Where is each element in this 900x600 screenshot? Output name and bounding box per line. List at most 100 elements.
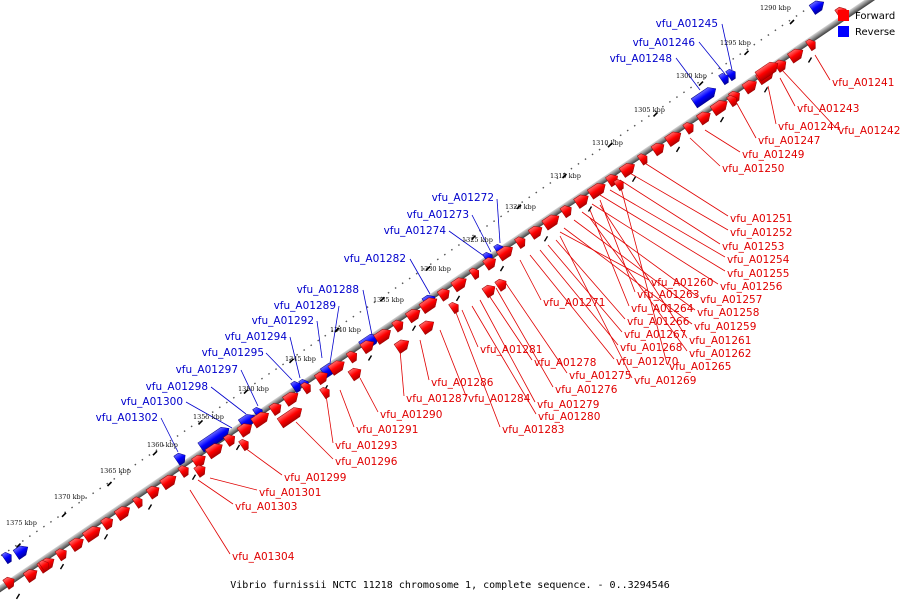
tick-mark [152, 450, 158, 456]
tick-mark [147, 504, 153, 510]
forward-gene-feature [573, 194, 589, 209]
leader-line [619, 183, 668, 365]
tick-mark [334, 327, 340, 333]
tick-mark [191, 474, 197, 481]
gene-labels: vfu_A01245 vfu_A01246 vfu_A01248 vfu_A01272… [96, 18, 900, 563]
reverse-gene-feature [718, 72, 729, 86]
leader-line [359, 377, 379, 413]
forward-gene-feature [276, 407, 303, 429]
forward-gene-feature [650, 142, 665, 157]
gene-label: vfu_A01244 [778, 121, 841, 133]
gene-label: vfu_A01272 [432, 192, 494, 204]
gene-label: vfu_A01276 [555, 384, 618, 396]
forward-gene-feature [268, 402, 282, 416]
forward-gene-feature [22, 569, 38, 583]
forward-gene-feature [618, 163, 635, 178]
tick-mark [379, 296, 386, 302]
gene-label: vfu_A01274 [384, 225, 447, 237]
gene-label: vfu_A01298 [146, 381, 208, 393]
leader-line [329, 305, 340, 364]
gene-label: vfu_A01289 [274, 300, 336, 312]
gene-label: vfu_A01282 [344, 253, 406, 265]
gene-label: vfu_A01297 [176, 364, 238, 376]
leader-line [599, 194, 726, 272]
reverse-gene-feature [690, 87, 717, 109]
gene-label: vfu_A01267 [624, 329, 686, 341]
tick-label: 1320 kbp [505, 203, 536, 211]
legend-reverse-swatch [838, 26, 849, 37]
leader-line [589, 217, 688, 352]
tick-mark [587, 206, 593, 212]
leader-line [240, 369, 259, 407]
tick-mark [243, 389, 249, 395]
leader-line [439, 329, 467, 397]
gene-label: vfu_A01275 [569, 370, 631, 382]
gene-label: vfu_A01287 [406, 393, 468, 405]
forward-gene-feature [177, 465, 189, 478]
map-caption: Vibrio furnissii NCTC 11218 chromosome 1… [230, 580, 670, 591]
forward-gene-feature [359, 340, 374, 355]
forward-gene-feature [145, 486, 160, 500]
gene-label: vfu_A01284 [468, 393, 531, 405]
leader-line [339, 389, 355, 428]
leader-line [461, 309, 479, 348]
tick-mark [675, 146, 681, 153]
gene-label: vfu_A01254 [727, 254, 790, 266]
leader-line [504, 281, 568, 374]
leader-line [295, 421, 334, 460]
tick-mark [197, 419, 204, 425]
forward-gene-feature [418, 320, 435, 335]
forward-gene-feature [436, 288, 450, 302]
tick-label: 1335 kbp [373, 296, 404, 304]
gene-label: vfu_A01248 [610, 53, 672, 65]
leader-line [209, 477, 258, 491]
leader-line [210, 386, 247, 415]
forward-gene-feature [204, 443, 223, 460]
leader-lines [160, 23, 837, 555]
leader-line [289, 336, 301, 379]
tick-label: 1355 kbp [193, 413, 224, 421]
gene-label: vfu_A01241 [832, 77, 894, 89]
forward-gene-feature [495, 246, 513, 262]
leader-line [539, 249, 619, 346]
tick-label: 1350 kbp [238, 385, 269, 393]
gene-label: vfu_A01258 [697, 307, 759, 319]
leader-line [589, 209, 630, 307]
gene-label: vfu_A01279 [537, 399, 599, 411]
tick-mark [470, 235, 477, 241]
forward-gene-feature [696, 111, 711, 126]
gene-label: vfu_A01270 [616, 356, 678, 368]
gene-label: vfu_A01278 [534, 357, 596, 369]
gene-label: vfu_A01262 [689, 348, 751, 360]
leader-line [559, 235, 633, 379]
gene-label: vfu_A01245 [656, 18, 718, 30]
forward-gene-feature [448, 301, 459, 315]
forward-gene-feature [193, 464, 206, 478]
forward-gene-feature [726, 94, 737, 108]
gene-label: vfu_A01290 [380, 409, 442, 421]
tick-mark [59, 563, 65, 570]
forward-gene-feature [418, 297, 438, 314]
tick-mark [807, 57, 813, 63]
forward-gene-feature [541, 214, 560, 231]
forward-gene-feature [68, 537, 84, 553]
tick-mark [15, 593, 21, 600]
forward-gene-feature [514, 236, 526, 250]
gene-label: vfu_A01271 [543, 297, 605, 309]
forward-gene-feature [450, 277, 467, 293]
gene-label: vfu_A01281 [480, 344, 542, 356]
leader-line [487, 293, 533, 361]
gene-label: vfu_A01280 [538, 411, 600, 423]
leader-line [599, 204, 688, 339]
gene-label: vfu_A01261 [689, 335, 751, 347]
gene-label: vfu_A01283 [502, 424, 564, 436]
tick-label: 1360 kbp [147, 441, 178, 449]
tick-mark [516, 204, 522, 210]
leader-line [189, 489, 231, 555]
forward-gene-feature [709, 100, 728, 117]
forward-gene-feature [282, 391, 299, 407]
leader-line [814, 54, 831, 81]
tick-mark [455, 295, 461, 302]
tick-mark [103, 533, 109, 540]
forward-gene-feature [319, 386, 330, 400]
